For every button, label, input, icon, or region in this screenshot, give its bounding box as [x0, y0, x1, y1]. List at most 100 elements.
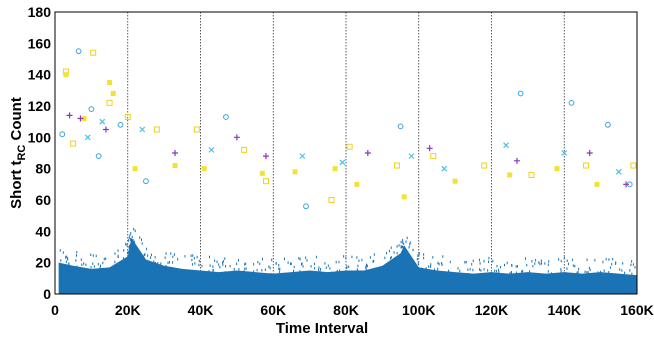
dense-point	[75, 259, 77, 262]
dense-point	[437, 261, 439, 265]
dense-point	[358, 259, 360, 262]
dense-point	[503, 263, 505, 267]
circle-point	[59, 131, 66, 138]
dense-point	[299, 270, 301, 273]
square-point	[430, 153, 437, 160]
dense-point	[168, 261, 170, 264]
dense-point	[279, 267, 281, 271]
dense-point	[338, 260, 340, 264]
dense-point	[190, 254, 192, 258]
dense-point	[441, 261, 443, 265]
dense-point	[224, 264, 226, 268]
dense-point	[193, 256, 195, 260]
dense-point	[438, 262, 440, 266]
dense-point	[343, 255, 345, 258]
dense-point	[403, 242, 405, 246]
circle-point	[397, 123, 404, 130]
dense-point	[560, 268, 562, 271]
dense-point	[103, 257, 105, 261]
circle-point	[75, 48, 82, 55]
dense-point	[634, 266, 636, 269]
dense-point	[624, 271, 626, 275]
dense-point	[593, 272, 595, 276]
square-point	[583, 162, 590, 169]
cross-point	[208, 146, 215, 153]
dense-point	[506, 261, 508, 265]
x-tick-label: 0	[51, 302, 59, 318]
dense-point	[423, 256, 425, 260]
dense-point	[222, 260, 224, 263]
circle-point	[303, 203, 309, 210]
x-tick-label: 80K	[333, 302, 359, 318]
dense-point	[356, 256, 358, 259]
y-tick-label: 60	[35, 192, 51, 208]
plus-point	[364, 150, 371, 156]
square-point	[630, 162, 637, 169]
dense-point	[262, 257, 264, 261]
dense-point	[164, 256, 166, 259]
dense-point	[214, 259, 216, 262]
circle-point	[517, 90, 524, 97]
dense-point	[403, 245, 405, 249]
dense-point	[128, 236, 130, 239]
y-tick-label: 180	[28, 4, 52, 20]
dense-point	[560, 259, 562, 263]
dense-point	[402, 245, 404, 249]
circle-point	[223, 114, 229, 120]
dense-point	[356, 268, 358, 271]
dense-point	[117, 255, 119, 259]
dense-point	[615, 262, 617, 265]
dense-point	[325, 266, 327, 269]
dense-point-cloud	[58, 227, 637, 294]
cross-point	[408, 153, 415, 160]
dense-point	[558, 258, 560, 261]
dense-point	[361, 258, 363, 262]
dense-point	[605, 257, 607, 261]
dense-point	[406, 236, 408, 240]
dense-point	[75, 254, 77, 257]
dense-point	[310, 265, 312, 268]
dense-point	[511, 264, 513, 267]
plus-point	[426, 145, 433, 152]
dense-point	[517, 265, 519, 268]
filled-square-point	[507, 172, 513, 178]
dense-point	[609, 266, 611, 269]
dense-point	[532, 264, 534, 268]
dense-point	[346, 266, 348, 270]
dense-point	[244, 263, 246, 266]
dense-point	[290, 262, 292, 266]
dense-point	[208, 255, 210, 259]
dense-point	[141, 242, 143, 245]
dense-point	[400, 240, 402, 244]
dense-point	[619, 268, 621, 271]
dense-point	[357, 264, 359, 268]
square-point	[346, 143, 353, 150]
dense-point	[472, 268, 474, 272]
plus-point	[586, 150, 593, 156]
dense-point	[147, 254, 149, 257]
dense-point	[245, 267, 247, 270]
dense-point	[224, 257, 226, 260]
dense-point	[498, 270, 500, 273]
dense-point	[154, 261, 156, 265]
dense-point	[587, 271, 589, 274]
dense-point	[238, 268, 240, 271]
dense-point	[60, 259, 62, 262]
dense-point	[510, 270, 512, 274]
dense-point	[150, 256, 152, 259]
dense-point	[366, 264, 368, 268]
dense-point	[275, 262, 277, 265]
dense-point	[212, 268, 214, 272]
dense-point	[494, 269, 496, 273]
dense-point	[495, 269, 497, 273]
dense-point	[85, 263, 87, 267]
dense-point	[630, 263, 632, 267]
dense-point	[97, 262, 99, 266]
dense-point	[224, 271, 226, 274]
dense-point	[319, 268, 321, 271]
dense-point	[409, 243, 411, 246]
dense-point	[432, 256, 434, 259]
dense-point	[126, 243, 128, 247]
circle-point	[117, 121, 124, 128]
y-tick-label: 40	[35, 223, 51, 239]
